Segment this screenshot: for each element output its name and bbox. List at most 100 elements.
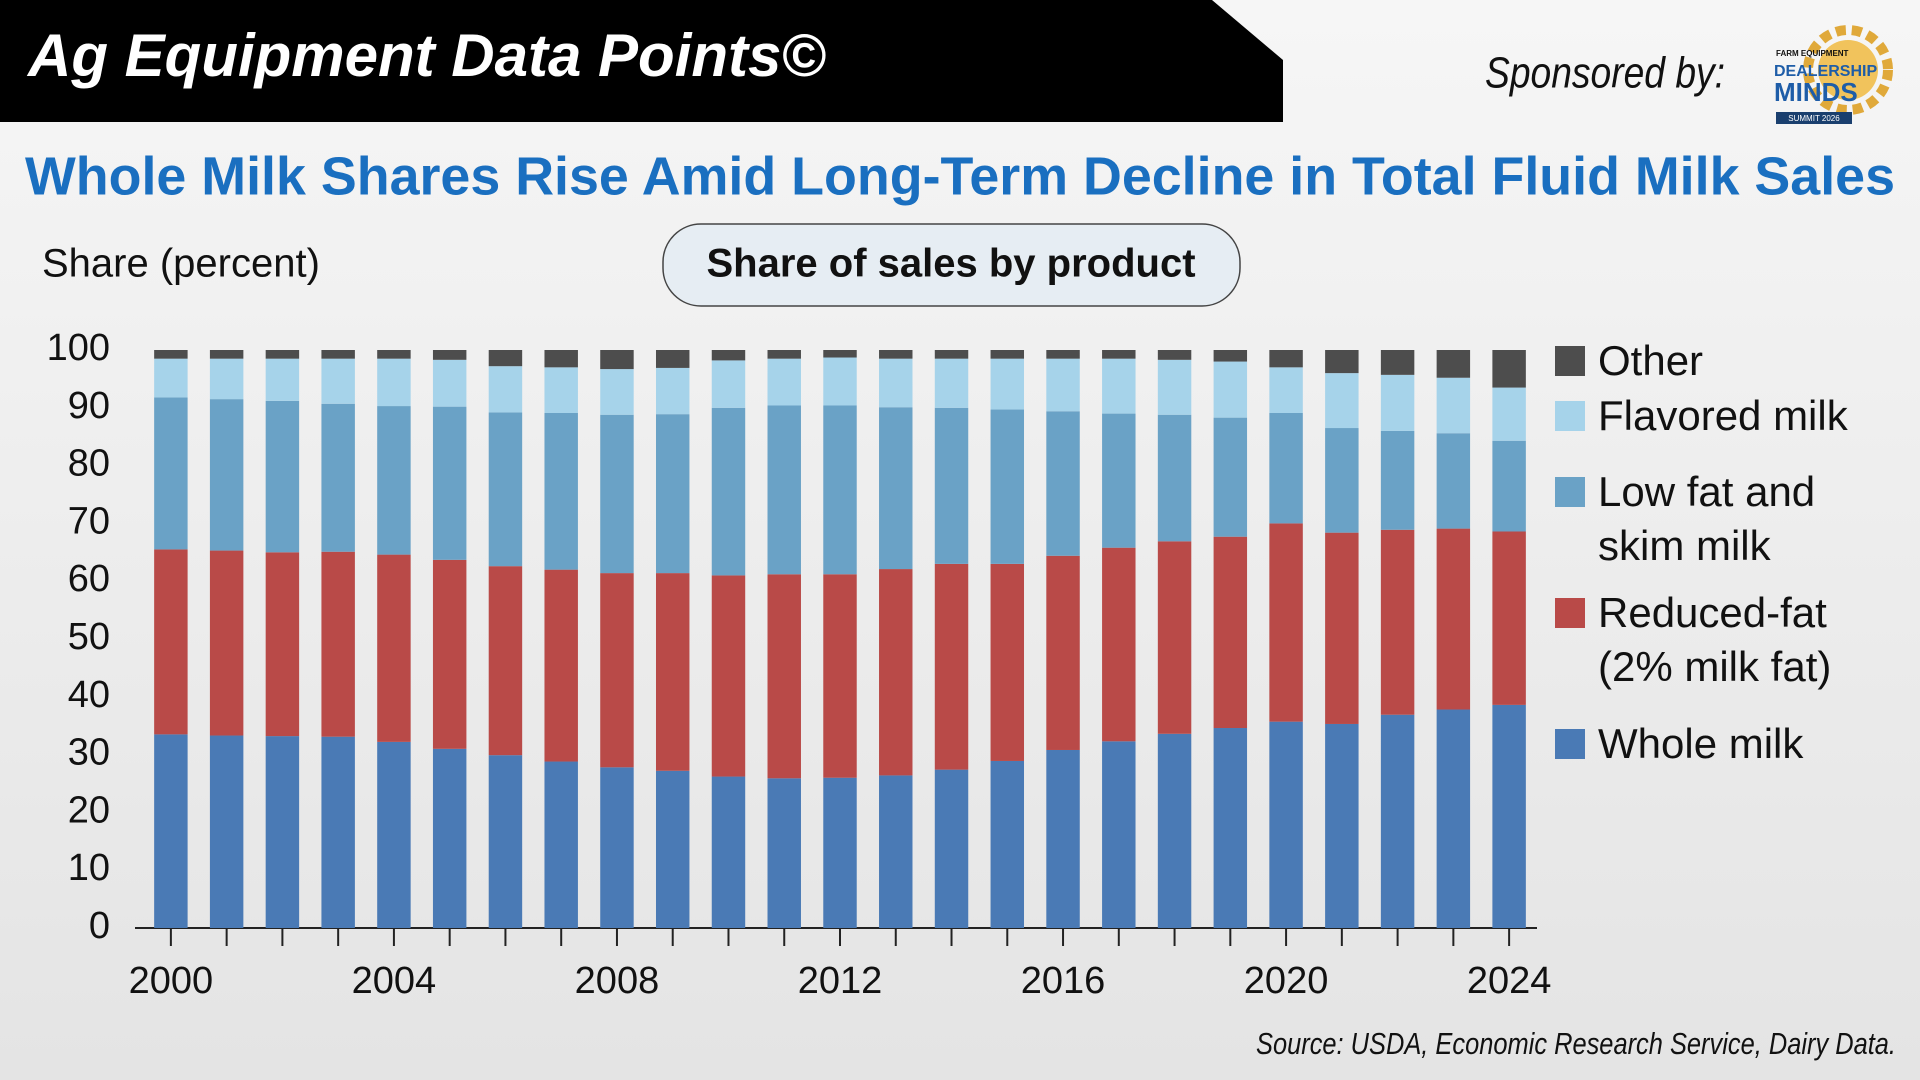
- bar-segment: [767, 778, 801, 928]
- banner: [0, 0, 1283, 122]
- bar-segment: [823, 777, 857, 928]
- bar-segment: [1269, 350, 1303, 368]
- bar-segment: [1436, 350, 1471, 378]
- y-tick-label: 0: [89, 905, 110, 947]
- bar-segment: [488, 566, 523, 756]
- y-axis-label: Share (percent): [42, 242, 320, 286]
- logo-bulb: [1818, 40, 1878, 100]
- bar-segment: [1046, 555, 1080, 750]
- bar-segment: [265, 350, 300, 359]
- logo-text: FARM EQUIPMENT: [1776, 49, 1849, 58]
- bar-segment: [1157, 359, 1192, 415]
- bar-segment: [823, 350, 857, 358]
- x-tick-label: 2000: [129, 960, 214, 1002]
- logo: FARM EQUIPMENT DEALERSHIP MINDS SUMMIT 2…: [1774, 25, 1893, 124]
- bar-segment: [154, 734, 188, 928]
- bar-segment: [600, 767, 634, 928]
- bar-segment: [432, 406, 467, 560]
- y-tick-label: 10: [68, 847, 110, 889]
- bar-segment: [711, 360, 746, 408]
- x-tick-label: 2020: [1244, 960, 1329, 1002]
- bar-segment: [377, 554, 411, 742]
- bar-segment: [265, 552, 300, 737]
- bar-segment: [209, 550, 244, 736]
- x-tick-label: 2012: [798, 960, 883, 1002]
- bar-segment: [321, 551, 355, 737]
- bar-segment: [655, 350, 690, 368]
- bar-segment: [377, 358, 411, 407]
- legend-swatch: [1555, 477, 1585, 507]
- bar-segment: [1269, 721, 1303, 928]
- bar-segment: [321, 403, 355, 552]
- logo-text: DEALERSHIP: [1774, 63, 1877, 80]
- bar-segment: [1492, 350, 1526, 388]
- legend-swatch: [1555, 401, 1585, 431]
- legend-swatch: [1555, 729, 1585, 759]
- y-tick-label: 30: [68, 732, 110, 774]
- bar-segment: [1269, 523, 1303, 722]
- bar-segment: [1492, 440, 1526, 532]
- bar-segment: [1436, 433, 1471, 529]
- sponsor-text: Sponsored by:: [1485, 49, 1725, 98]
- bar-segment: [655, 770, 690, 928]
- bar-segment: [488, 412, 523, 567]
- bar-segment: [711, 776, 746, 928]
- bar-segment: [1213, 536, 1248, 729]
- bar-segment: [432, 559, 467, 749]
- bar-segment: [377, 406, 411, 555]
- source: Source: USDA, Economic Research Service,…: [1256, 1026, 1896, 1061]
- bar-segment: [1492, 387, 1526, 441]
- bar-segment: [990, 563, 1025, 761]
- bar-segment: [879, 350, 913, 359]
- bar-segment: [1436, 377, 1471, 434]
- legend-item: Low fat and skim milk: [1555, 465, 1898, 573]
- bar-segment: [655, 367, 690, 415]
- bar-segment: [823, 357, 857, 406]
- bar-segment: [265, 358, 300, 401]
- bar-segment: [432, 350, 467, 360]
- y-tick-label: 20: [68, 789, 110, 831]
- bar-segment: [1157, 414, 1192, 542]
- legend-item: Whole milk: [1555, 717, 1898, 771]
- y-tick-label: 100: [47, 327, 110, 369]
- bar-segment: [767, 358, 801, 406]
- bar-segment: [265, 400, 300, 553]
- bar-segment: [209, 735, 244, 928]
- bar-segment: [488, 350, 523, 367]
- bar-segment: [990, 350, 1025, 359]
- bar-segment: [1492, 704, 1526, 928]
- bar-segment: [990, 358, 1025, 410]
- bar-segment: [1102, 358, 1136, 414]
- legend-swatch: [1555, 598, 1585, 628]
- bar-segment: [1157, 350, 1192, 360]
- bar-segment: [377, 741, 411, 928]
- bar-segment: [934, 563, 969, 770]
- bar-segment: [1102, 741, 1136, 928]
- bar-segment: [1325, 350, 1359, 374]
- x-tick-label: 2008: [575, 960, 660, 1002]
- bar-segment: [934, 358, 969, 408]
- bar-segment: [1325, 373, 1359, 429]
- bar-segment: [488, 755, 523, 928]
- bar-segment: [767, 574, 801, 779]
- legend-item: Reduced-fat (2% milk fat): [1555, 586, 1898, 694]
- bar-segment: [1380, 714, 1415, 928]
- logo-gear: [1803, 25, 1893, 115]
- bar-segment: [1157, 541, 1192, 734]
- bar-segment: [1102, 547, 1136, 742]
- bar-segment: [544, 350, 578, 368]
- legend-label: Reduced-fat (2% milk fat): [1598, 589, 1832, 690]
- bar-segment: [655, 573, 690, 771]
- bar-segment: [321, 736, 355, 928]
- bar-segment: [321, 350, 355, 359]
- bar-segment: [1436, 528, 1471, 710]
- legend-label: Whole milk: [1598, 720, 1804, 767]
- bar-segment: [321, 358, 355, 404]
- bar-segment: [934, 350, 969, 359]
- y-tick-label: 40: [68, 674, 110, 716]
- legend-label: Flavored milk: [1598, 392, 1848, 439]
- bar-segment: [879, 775, 913, 928]
- bar-segment: [544, 761, 578, 928]
- y-tick-label: 80: [68, 443, 110, 485]
